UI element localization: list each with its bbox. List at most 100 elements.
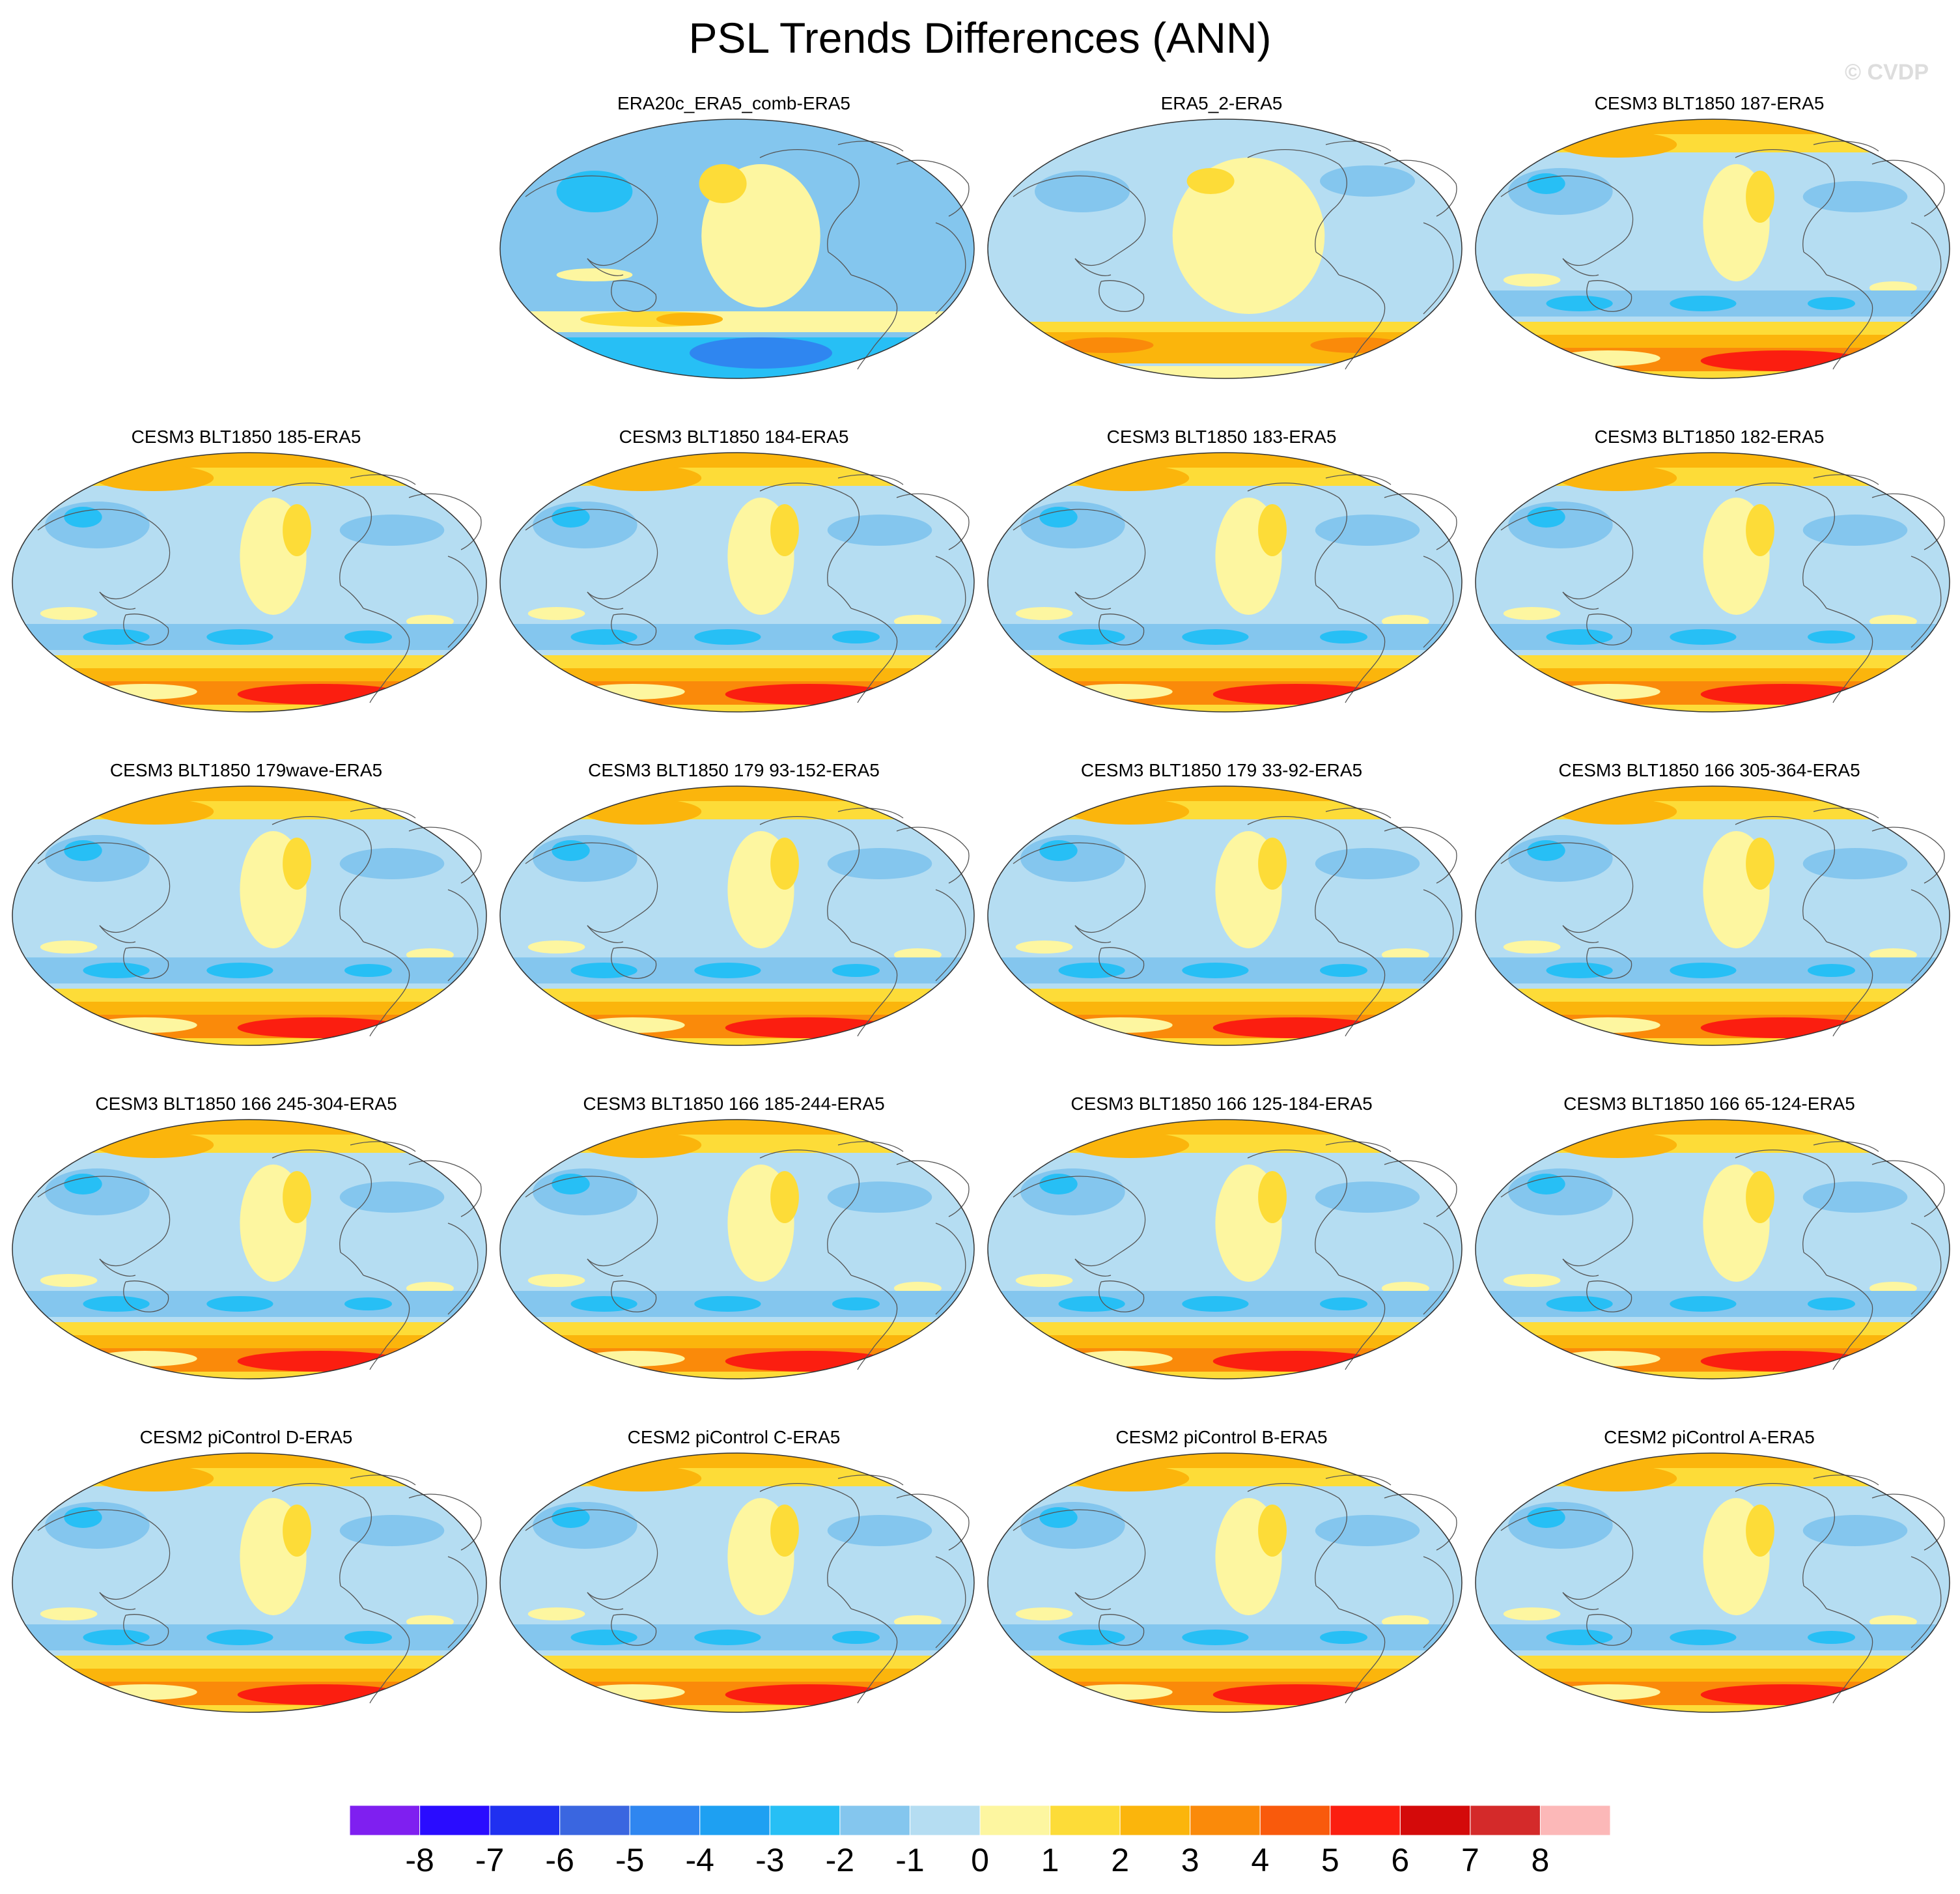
map-border [987,1119,1463,1379]
north-america-positive-anomaly [1746,1505,1774,1557]
indian-ocean-positive [1503,607,1561,620]
southern-negative-core-east [1320,1631,1367,1644]
page-title: PSL Trends Differences (ANN) [688,14,1272,62]
southern-negative-core-west [570,1296,637,1312]
colorbar-tick-label: -4 [685,1842,714,1878]
colorbar-tick-label: 8 [1531,1842,1550,1878]
antarctic-red-anomaly [1700,1017,1868,1038]
map-field [988,786,1462,1045]
southern-negative-core-west [570,963,637,978]
map-border [499,785,975,1046]
robinson-map [499,785,975,1046]
map-border [987,452,1463,713]
colorbar-tick-label: -5 [615,1842,645,1878]
arctic-orange-patch [94,1465,214,1491]
arctic-orange-patch [94,799,214,825]
southern-negative-core-center [206,1630,273,1645]
antarctic-red-anomaly [1700,1351,1868,1372]
coastlines [525,474,970,703]
antarctic-bottom-edge [12,1705,486,1712]
map-field [1476,1120,1950,1379]
southern-negative-core-center [1182,963,1249,978]
southern-negative-core-east [832,630,880,643]
antarctic-red-anomaly [1212,684,1380,705]
colorbar-tick-label: 1 [1041,1842,1059,1878]
asia-strong-negative-anomaly [552,840,590,861]
southern-negative-core-west [1546,963,1613,978]
indian-ocean-positive [527,1274,585,1287]
southern-negative-core-west [1546,1630,1613,1645]
map-panel: CESM3 BLT1850 179 33-92-ERA5 [981,759,1463,1085]
colorbar-tick-label: 5 [1321,1842,1339,1878]
atlantic-negative-anomaly [827,1515,932,1546]
southern-negative-core-west [1058,1296,1125,1312]
map-panel: CESM3 BLT1850 166 185-244-ERA5 [493,1093,975,1419]
asia-strong-negative-anomaly [552,507,590,528]
antarctic-red-anomaly [725,1351,892,1372]
antarctic-red-anomaly [1700,350,1868,371]
map-border [12,785,487,1046]
robinson-map [987,119,1463,379]
pacific-positive-anomaly [1172,158,1325,314]
southern-negative-core-east [832,1297,880,1310]
arctic-orange-band [988,453,1462,468]
colorbar-box [1539,1805,1610,1835]
colorbar-tick-label: -1 [895,1842,925,1878]
south-pacific-orange-band [656,313,723,326]
antarctic-bottom-edge [988,1705,1462,1712]
southern-negative-core-center [694,629,761,645]
map-field [500,1453,974,1712]
antarctic-red-anomaly [237,1684,404,1705]
arctic-orange-patch [1070,799,1190,825]
southern-negative-core-west [570,629,637,645]
indian-ocean-positive [527,607,585,620]
asia-strong-negative-anomaly [556,171,633,212]
antarctic-red-anomaly [1700,1684,1868,1705]
map-border [12,1119,487,1379]
panel-title: CESM3 BLT1850 184-ERA5 [619,427,849,447]
panel-title: CESM2 piControl C-ERA5 [627,1427,841,1447]
asia-negative-anomaly [1508,1168,1613,1215]
asia-strong-negative-anomaly [1527,507,1565,528]
map-border [499,452,975,713]
southern-negative-core-center [1670,629,1737,645]
atlantic-negative-anomaly [1320,165,1415,197]
colorbar-tick-label: -6 [545,1842,574,1878]
arctic-orange-band [988,1120,1462,1135]
coastlines [1500,1141,1945,1370]
robinson-map [12,785,487,1046]
arctic-orange-band [988,1453,1462,1468]
southern-negative-core-center [694,1296,761,1312]
coastlines [1500,808,1945,1037]
coastlines [525,141,970,370]
southern-negative-core-west [1058,963,1125,978]
map-border [1475,1452,1950,1713]
colorbar-box [1330,1805,1401,1835]
antarctic-bottom-edge [500,1038,974,1045]
southern-negative-core-east [344,1631,392,1644]
map-field [1476,786,1950,1045]
southern-negative-core-center [694,963,761,978]
asia-strong-negative-anomaly [552,1174,590,1194]
map-field [500,453,974,712]
arctic-orange-band [1476,786,1950,801]
panel-title: CESM3 BLT1850 179wave-ERA5 [109,760,383,780]
southern-negative-core-center [206,963,273,978]
indian-ocean-positive [40,1607,98,1620]
antarctic-bottom-edge [988,1038,1462,1045]
indian-ocean-positive [1015,607,1073,620]
colorbar-tick-label: -2 [825,1842,855,1878]
asia-negative-anomaly [45,1168,150,1215]
robinson-map [499,1119,975,1379]
arctic-orange-patch [1558,1465,1677,1491]
antarctic-bottom-edge [500,705,974,712]
map-panel: CESM3 BLT1850 179wave-ERA5 [5,759,487,1085]
colorbar-box [1190,1805,1261,1835]
southern-negative-core-center [1182,629,1249,645]
antarctic-bottom-edge [988,1372,1462,1379]
colorbar-tick-label: 6 [1391,1842,1410,1878]
indian-ocean-positive [556,268,633,281]
arctic-orange-patch [1070,465,1190,491]
asia-negative-anomaly [45,1502,150,1549]
panel-title: CESM3 BLT1850 187-ERA5 [1594,93,1825,113]
